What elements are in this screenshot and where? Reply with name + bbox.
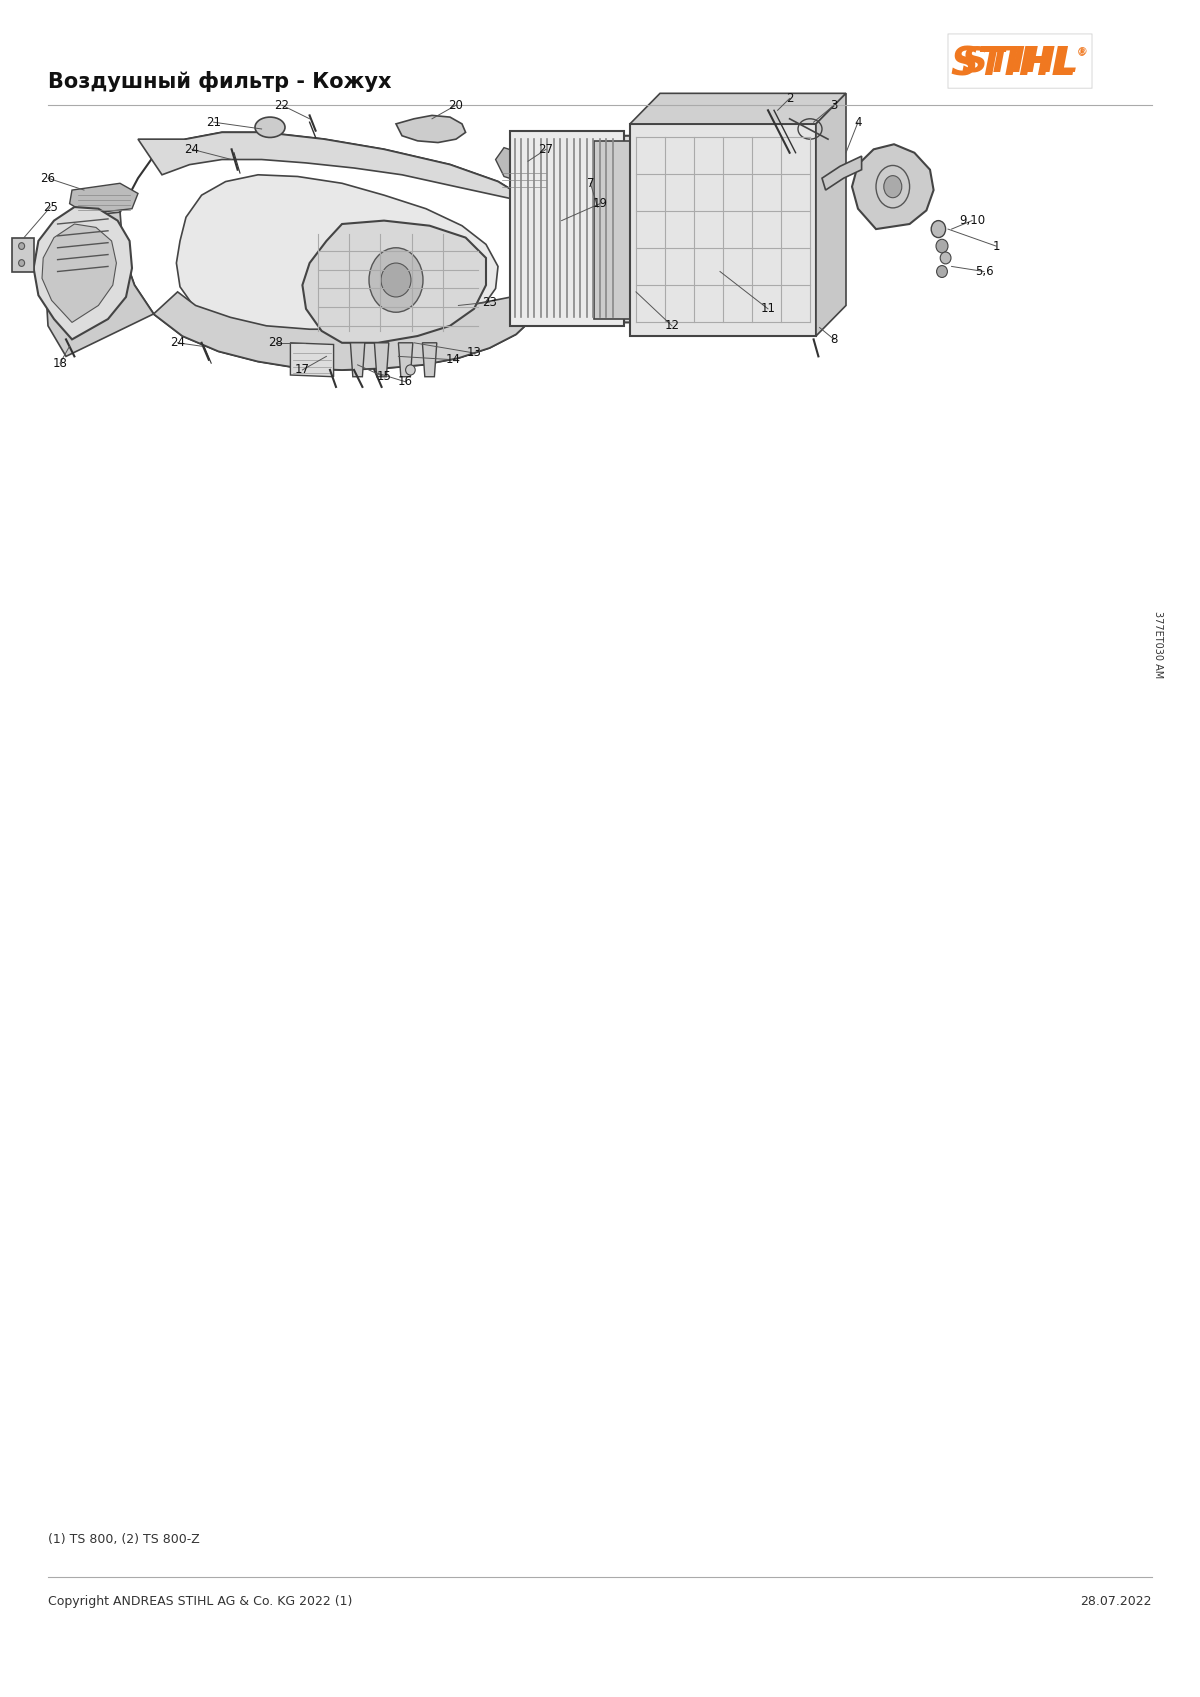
Text: (1) TS 800, (2) TS 800-Z: (1) TS 800, (2) TS 800-Z (48, 1532, 199, 1546)
Text: ®: ® (1078, 48, 1087, 58)
Text: 5,6: 5,6 (974, 265, 994, 278)
Text: 27: 27 (539, 143, 553, 156)
Ellipse shape (883, 176, 902, 199)
Text: 23: 23 (482, 295, 497, 309)
Text: 28: 28 (269, 336, 283, 350)
Polygon shape (398, 343, 413, 377)
Text: 13: 13 (467, 346, 481, 360)
Polygon shape (34, 207, 132, 339)
Ellipse shape (382, 263, 410, 297)
Polygon shape (496, 148, 554, 190)
Ellipse shape (18, 260, 24, 266)
Text: 14: 14 (446, 353, 461, 367)
Text: 7: 7 (587, 176, 594, 190)
Text: 20: 20 (449, 98, 463, 112)
Polygon shape (42, 224, 116, 322)
Text: 3: 3 (830, 98, 838, 112)
Text: 9,10: 9,10 (959, 214, 985, 227)
Text: 21: 21 (206, 115, 221, 129)
Ellipse shape (941, 253, 952, 263)
Ellipse shape (937, 266, 948, 277)
Text: 1: 1 (992, 239, 1000, 253)
Polygon shape (350, 343, 365, 377)
Ellipse shape (256, 117, 286, 137)
Polygon shape (46, 212, 154, 356)
Ellipse shape (18, 243, 24, 249)
Bar (594, 141, 632, 319)
Polygon shape (630, 93, 846, 124)
Text: 16: 16 (398, 375, 413, 389)
Ellipse shape (370, 248, 424, 312)
Polygon shape (70, 183, 138, 214)
Text: Copyright ANDREAS STIHL AG & Co. KG 2022 (1): Copyright ANDREAS STIHL AG & Co. KG 2022… (48, 1595, 353, 1609)
Text: 24: 24 (170, 336, 185, 350)
Polygon shape (138, 132, 534, 204)
Polygon shape (816, 93, 846, 336)
Text: 4: 4 (854, 115, 862, 129)
Polygon shape (822, 156, 862, 190)
Text: 377ET030 AM: 377ET030 AM (1153, 611, 1163, 679)
Text: 24: 24 (185, 143, 199, 156)
Text: 2: 2 (786, 92, 793, 105)
Text: STIHL: STIHL (950, 46, 1078, 83)
Text: 28.07.2022: 28.07.2022 (1080, 1595, 1152, 1609)
Text: 15: 15 (377, 370, 391, 384)
Polygon shape (422, 343, 437, 377)
Text: Воздушный фильтр - Кожух: Воздушный фильтр - Кожух (48, 71, 391, 92)
Polygon shape (290, 343, 334, 377)
Text: ®: ® (1076, 48, 1087, 58)
Text: 12: 12 (665, 319, 679, 333)
FancyBboxPatch shape (624, 136, 822, 322)
Text: STIHL: STIHL (961, 44, 1079, 78)
Ellipse shape (931, 221, 946, 238)
Text: 22: 22 (275, 98, 289, 112)
Text: 8: 8 (830, 333, 838, 346)
Polygon shape (374, 343, 389, 377)
FancyBboxPatch shape (634, 149, 812, 309)
Text: 26: 26 (41, 171, 55, 185)
Text: 17: 17 (295, 363, 310, 377)
Polygon shape (852, 144, 934, 229)
Text: 11: 11 (761, 302, 775, 316)
Text: 19: 19 (593, 197, 607, 210)
Polygon shape (396, 115, 466, 143)
FancyBboxPatch shape (948, 34, 1092, 88)
Ellipse shape (406, 365, 415, 375)
Polygon shape (302, 221, 486, 343)
Polygon shape (176, 175, 498, 343)
Polygon shape (12, 238, 34, 272)
Ellipse shape (936, 239, 948, 253)
Bar (630, 124, 816, 336)
Text: 25: 25 (43, 200, 58, 214)
FancyBboxPatch shape (430, 294, 456, 317)
Bar (510, 131, 624, 326)
Text: 18: 18 (53, 356, 67, 370)
Polygon shape (154, 288, 554, 370)
